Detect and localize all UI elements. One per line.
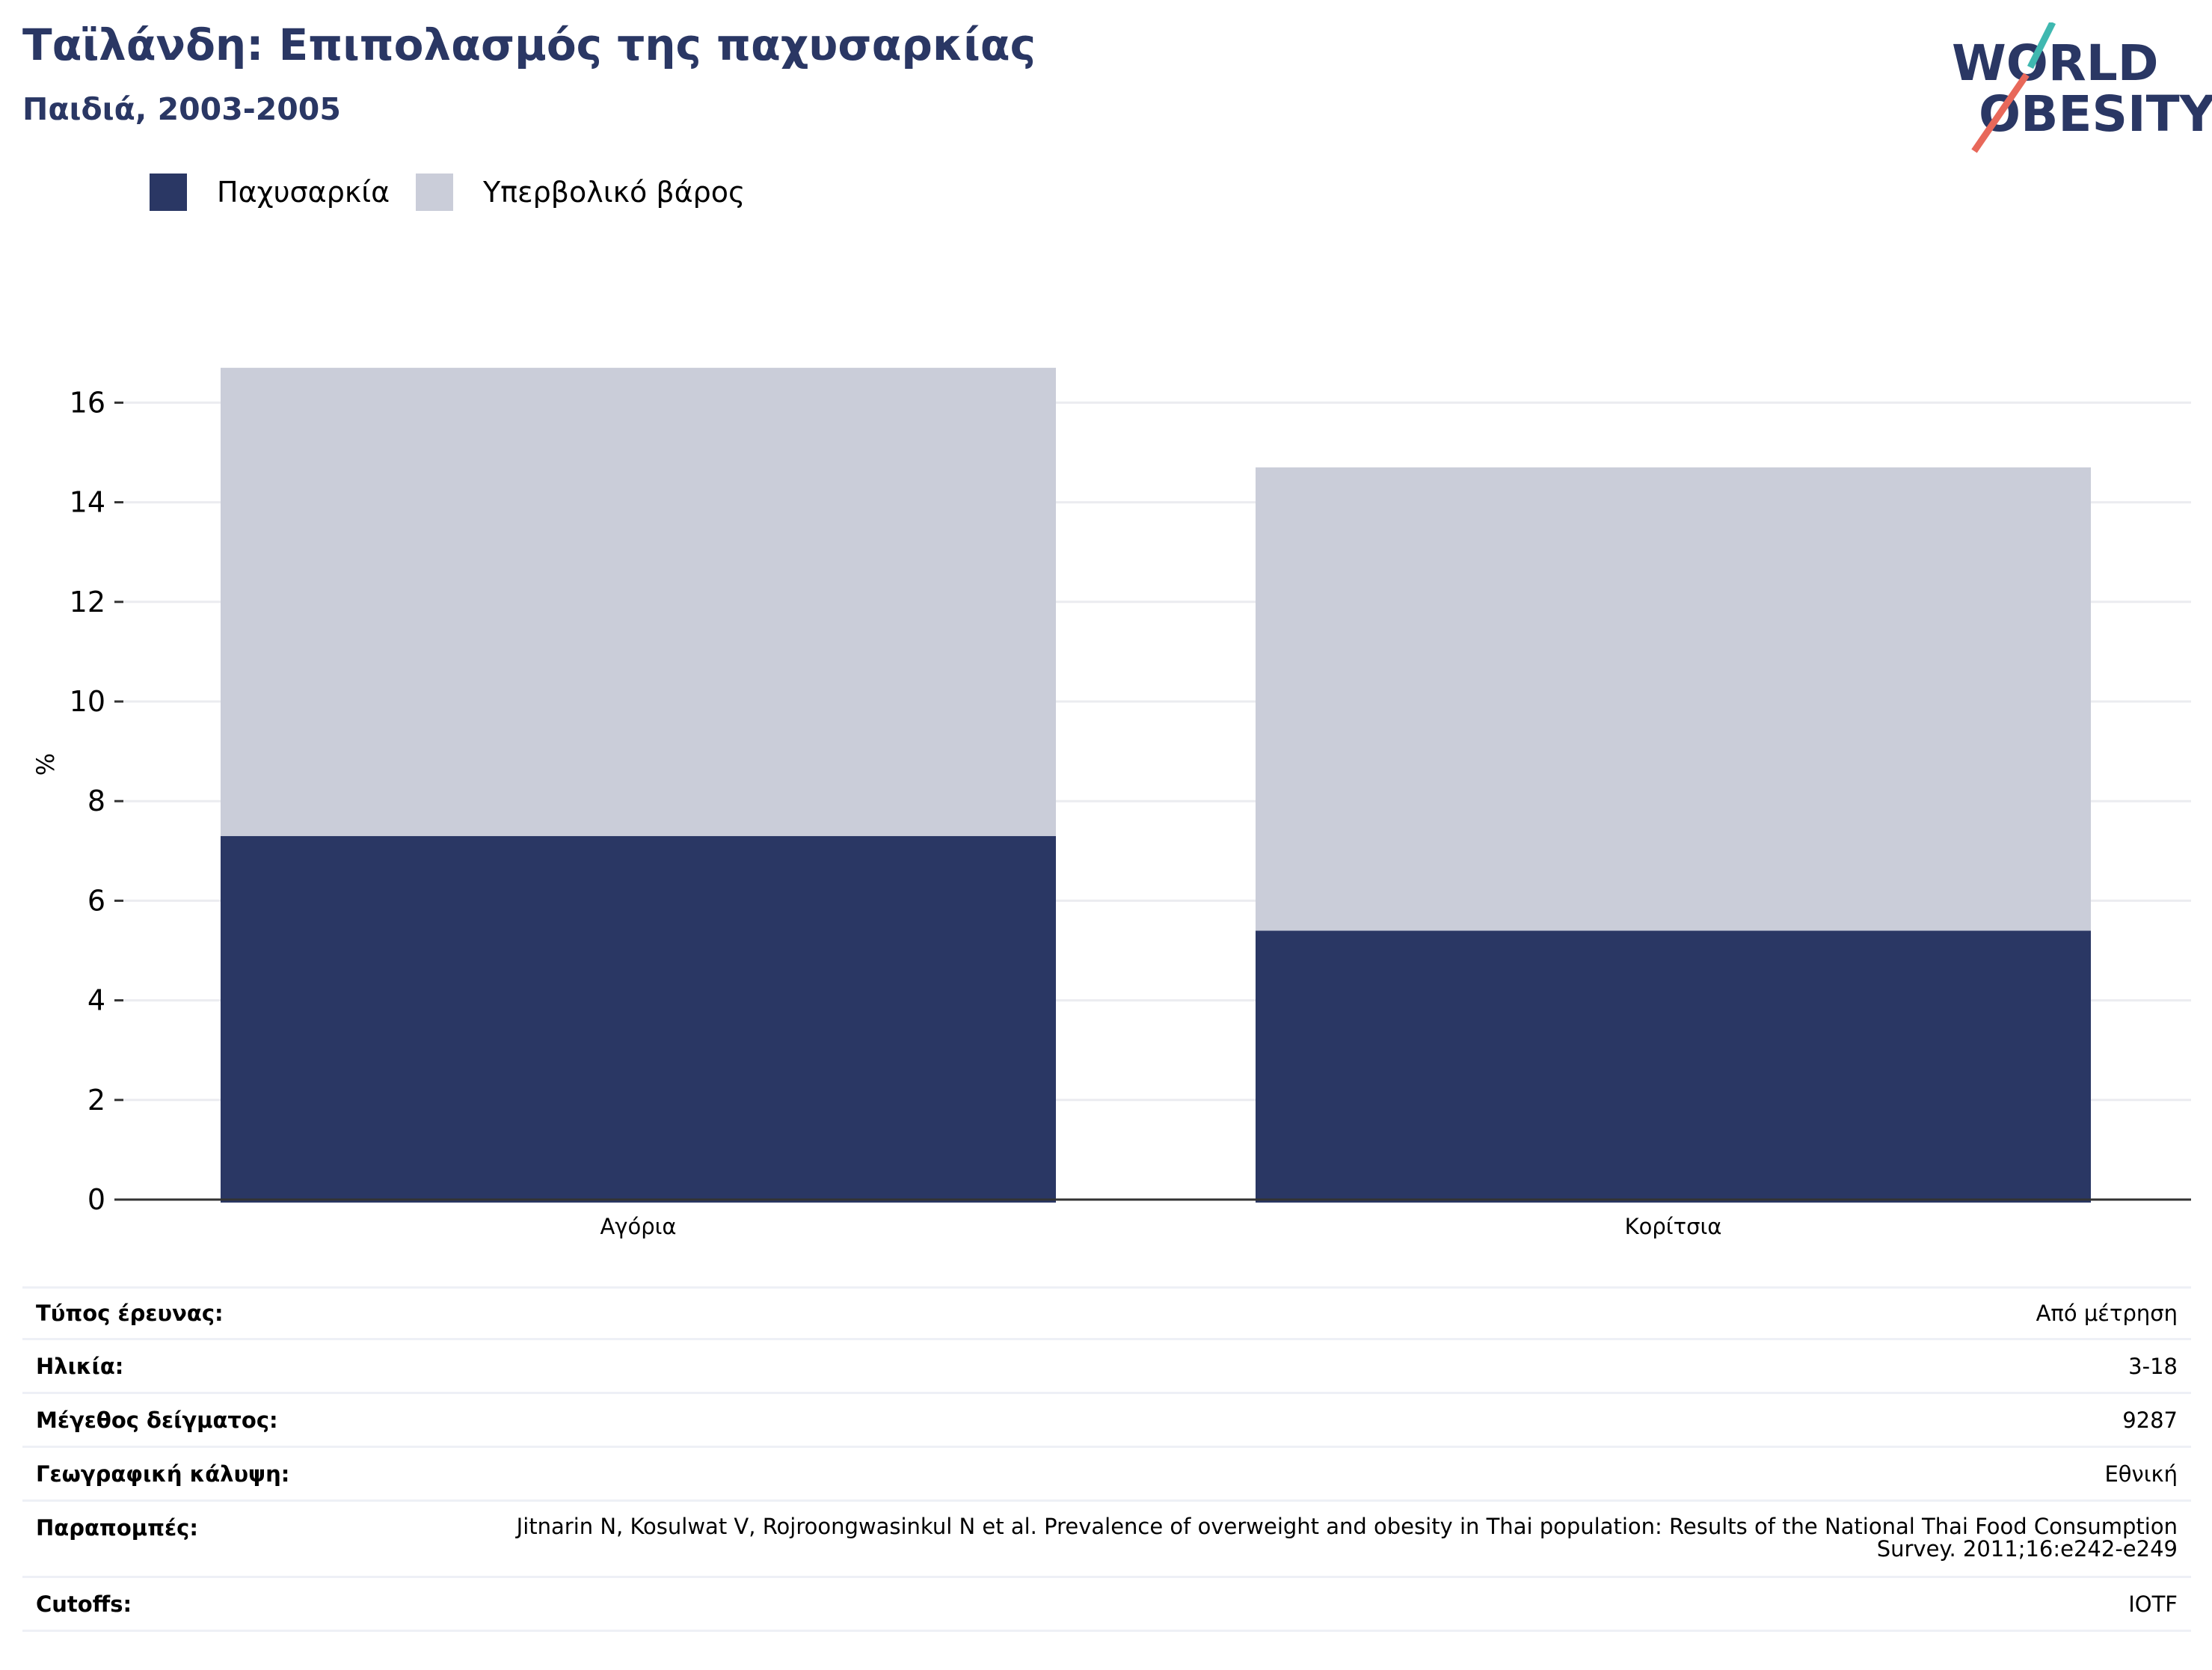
logo-text-line2: OBESITY [1979, 85, 2212, 143]
details-value: Εθνική [2104, 1461, 2178, 1487]
y-tick-label: 12 [70, 586, 105, 618]
details-label: Γεωγραφική κάλυψη: [36, 1461, 290, 1487]
bar-overweight-0 [221, 367, 1056, 836]
logo-slash-icon [1971, 22, 2056, 153]
y-tick-labels: 0 2 4 6 8 10 12 14 16 [70, 386, 123, 1216]
legend-swatch-obesity [150, 174, 187, 211]
chart-title: Ταϊλάνδη: Επιπολασμός της παχυσαρκίας [22, 19, 1036, 70]
details-label: Παραπομπές: [36, 1515, 198, 1541]
logo-text-line1: WORLD [1952, 34, 2159, 92]
world-obesity-logo: WORLD OBESITY [1952, 22, 2212, 157]
y-tick-label: 6 [87, 884, 105, 917]
y-tick-label: 2 [87, 1084, 105, 1117]
legend-item-overweight: Υπερβολικό βάρος [416, 174, 745, 211]
x-tick-label: Κορίτσια [1625, 1214, 1722, 1239]
details-row: Μέγεθος δείγματος: 9287 [22, 1394, 2191, 1448]
details-row: Ηλικία: 3-18 [22, 1340, 2191, 1394]
details-value: Από μέτρηση [2036, 1301, 2178, 1326]
chart-subtitle: Παιδιά, 2003-2005 [22, 91, 341, 127]
details-label: Ηλικία: [36, 1353, 124, 1379]
y-tick-label: 10 [70, 685, 105, 718]
y-tick-label: 4 [87, 984, 105, 1017]
legend-label-overweight: Υπερβολικό βάρος [483, 176, 746, 209]
legend-item-obesity: Παχυσαρκία [150, 174, 390, 211]
details-value: Jitnarin N, Kosulwat V, Rojroongwasinkul… [516, 1514, 2178, 1562]
details-row: Παραπομπές: Jitnarin N, Kosulwat V, Rojro… [22, 1502, 2191, 1578]
y-tick-label: 0 [87, 1183, 105, 1216]
details-row: Cutoffs: IOTF [22, 1578, 2191, 1632]
details-label: Cutoffs: [36, 1591, 132, 1617]
bar-obesity-0 [221, 835, 1056, 1203]
x-tick-label: Αγόρια [600, 1214, 676, 1239]
bar-obesity-1 [1256, 930, 2091, 1203]
bars [221, 367, 2091, 1203]
details-value: IOTF [2128, 1591, 2178, 1617]
details-table: Τύπος έρευνας: Από μέτρηση Ηλικία: 3-18 Μέγε… [22, 1286, 2191, 1632]
details-label: Τύπος έρευνας: [36, 1301, 224, 1326]
bar-overweight-1 [1256, 467, 2091, 931]
bar-chart: 0 2 4 6 8 10 12 14 16 Αγόρια Κορίτσια % [31, 367, 2191, 1239]
details-row: Γεωγραφική κάλυψη: Εθνική [22, 1448, 2191, 1502]
y-tick-label: 8 [87, 785, 105, 817]
details-row: Τύπος έρευνας: Από μέτρηση [22, 1286, 2191, 1340]
details-value: 9287 [2122, 1407, 2178, 1433]
legend-label-obesity: Παχυσαρκία [217, 176, 390, 209]
legend-swatch-overweight [416, 174, 453, 211]
y-tick-label: 16 [70, 386, 105, 419]
details-label: Μέγεθος δείγματος: [36, 1407, 278, 1433]
details-value: 3-18 [2128, 1353, 2178, 1379]
y-tick-label: 14 [70, 486, 105, 519]
x-tick-labels: Αγόρια Κορίτσια [600, 1214, 1721, 1239]
y-axis-label: % [31, 753, 60, 776]
